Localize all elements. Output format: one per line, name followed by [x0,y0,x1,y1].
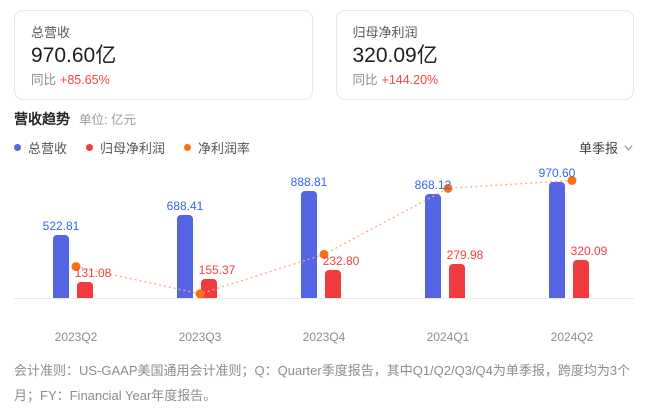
x-axis-labels: 2023Q2 2023Q3 2023Q4 2024Q1 2024Q2 [14,330,634,344]
net-margin-dot [195,289,205,299]
net-margin-line [75,179,573,295]
plot-area: 522.81 131.08 688.41 155.37 888.81 232.80 868.… [14,155,634,299]
bar-revenue [53,235,69,298]
card-title: 总营收 [31,25,71,40]
bar-profit [201,279,217,298]
x-axis-label: 2024Q2 [550,330,594,344]
legend-label: 总营收 [28,141,68,156]
legend-label: 归母净利润 [100,141,166,156]
bar-label-revenue: 868.12 [414,177,452,192]
yoy-value: +85.65% [60,73,110,87]
legend-row: 总营收 归母净利润 净利润率 单季报 [14,138,634,157]
net-margin-dot [71,262,81,272]
card-value: 320.09亿 [352,44,438,67]
bar-label-revenue: 688.41 [166,199,204,214]
period-selector-dropdown[interactable]: 单季报 [579,138,634,157]
card-title: 归母净利润 [352,25,418,40]
net-margin-line-layer [71,175,577,299]
bar-profit [449,264,465,298]
legend-item-net-margin[interactable]: 净利润率 [184,138,250,157]
net-margin-dot [567,175,577,185]
bar-label-profit: 155.37 [198,263,236,278]
bar-profit [325,270,341,298]
earnings-dashboard: 总营收 970.60亿 同比 +85.65% 归母净利润 320.09亿 同比 +1… [0,10,648,408]
net-margin-dot [443,183,453,193]
x-axis-label: 2023Q2 [54,330,98,344]
yoy-row: 同比 +144.20% [353,72,618,88]
yoy-value: +144.20% [381,73,439,87]
bar-label-revenue: 522.81 [42,219,80,234]
net-margin-dot [319,249,329,259]
period-selector-label: 单季报 [578,141,618,156]
chevron-down-icon [624,145,633,151]
bar-label-profit: 131.08 [74,266,112,281]
bar-label-profit: 232.80 [322,254,360,269]
chart-unit-label: 单位: 亿元 [79,113,136,127]
bar-label-profit: 320.09 [570,243,608,258]
x-axis-label: 2023Q4 [302,330,346,344]
legend-item-revenue[interactable]: 总营收 [14,138,67,157]
legend-label: 净利润率 [198,141,251,156]
yoy-row: 同比 +85.65% [31,72,296,88]
bar-profit [573,259,589,298]
chart-legend: 总营收 归母净利润 净利润率 [14,138,250,157]
bar-label-profit: 279.98 [446,248,484,263]
legend-dot-blue-icon [14,144,21,151]
yoy-label: 同比 [31,73,57,87]
bar-revenue [549,181,565,298]
legend-dot-red-icon [86,144,94,151]
legend-dot-orange-icon [184,144,192,151]
yoy-label: 同比 [352,73,378,87]
x-axis-label: 2023Q3 [178,330,222,344]
bar-profit [77,282,93,298]
bar-revenue [425,193,441,298]
chart-title: 营收趋势 [14,111,70,127]
bar-label-revenue: 970.60 [538,165,576,180]
net-profit-summary-card: 归母净利润 320.09亿 同比 +144.20% [335,10,634,100]
bar-label-revenue: 888.81 [290,175,328,190]
card-value: 970.60亿 [31,44,117,67]
legend-item-net-profit[interactable]: 归母净利润 [86,138,165,157]
revenue-summary-card: 总营收 970.60亿 同比 +85.65% [14,10,313,100]
footnote: 会计准则：US-GAAP美国通用会计准则；Q：Quarter季度报告，其中Q1/… [14,363,631,403]
bar-revenue [301,191,317,298]
kpi-cards-row: 总营收 970.60亿 同比 +85.65% 归母净利润 320.09亿 同比 +1… [14,10,634,100]
x-axis-label: 2024Q1 [426,330,470,344]
chart-section-header: 营收趋势 单位: 亿元 [14,109,634,128]
bar-revenue [177,215,193,298]
